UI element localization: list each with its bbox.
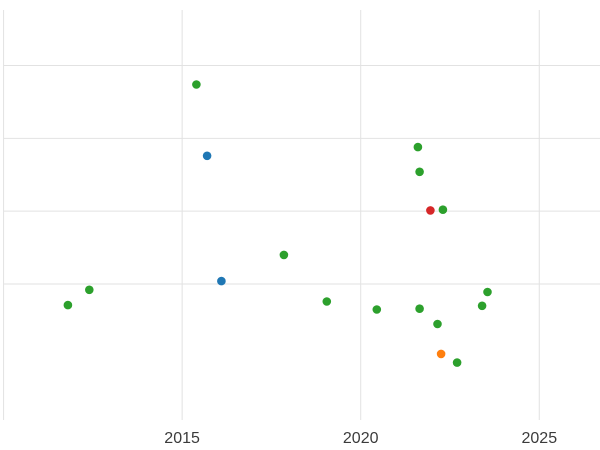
x-tick-label: 2020 bbox=[343, 430, 379, 447]
data-point-green bbox=[322, 297, 332, 306]
data-point-green bbox=[433, 319, 442, 329]
data-point-green bbox=[63, 300, 73, 310]
data-point-blue bbox=[217, 276, 226, 286]
data-point-red bbox=[426, 206, 435, 215]
data-point-green bbox=[192, 80, 201, 89]
x-tick-label: 2015 bbox=[164, 430, 200, 447]
data-point-green bbox=[452, 358, 462, 367]
data-point-green bbox=[415, 167, 424, 177]
data-point-blue bbox=[202, 151, 212, 161]
data-point-green bbox=[438, 205, 448, 214]
data-point-green bbox=[279, 250, 289, 260]
data-point-green bbox=[413, 142, 423, 152]
data-point-orange bbox=[436, 349, 446, 359]
data-point-green bbox=[477, 301, 487, 311]
data-point-green bbox=[483, 287, 492, 297]
data-point-green bbox=[372, 305, 382, 314]
data-point-green bbox=[415, 304, 424, 314]
x-tick-label: 2025 bbox=[522, 430, 558, 447]
data-point-green bbox=[85, 285, 94, 295]
